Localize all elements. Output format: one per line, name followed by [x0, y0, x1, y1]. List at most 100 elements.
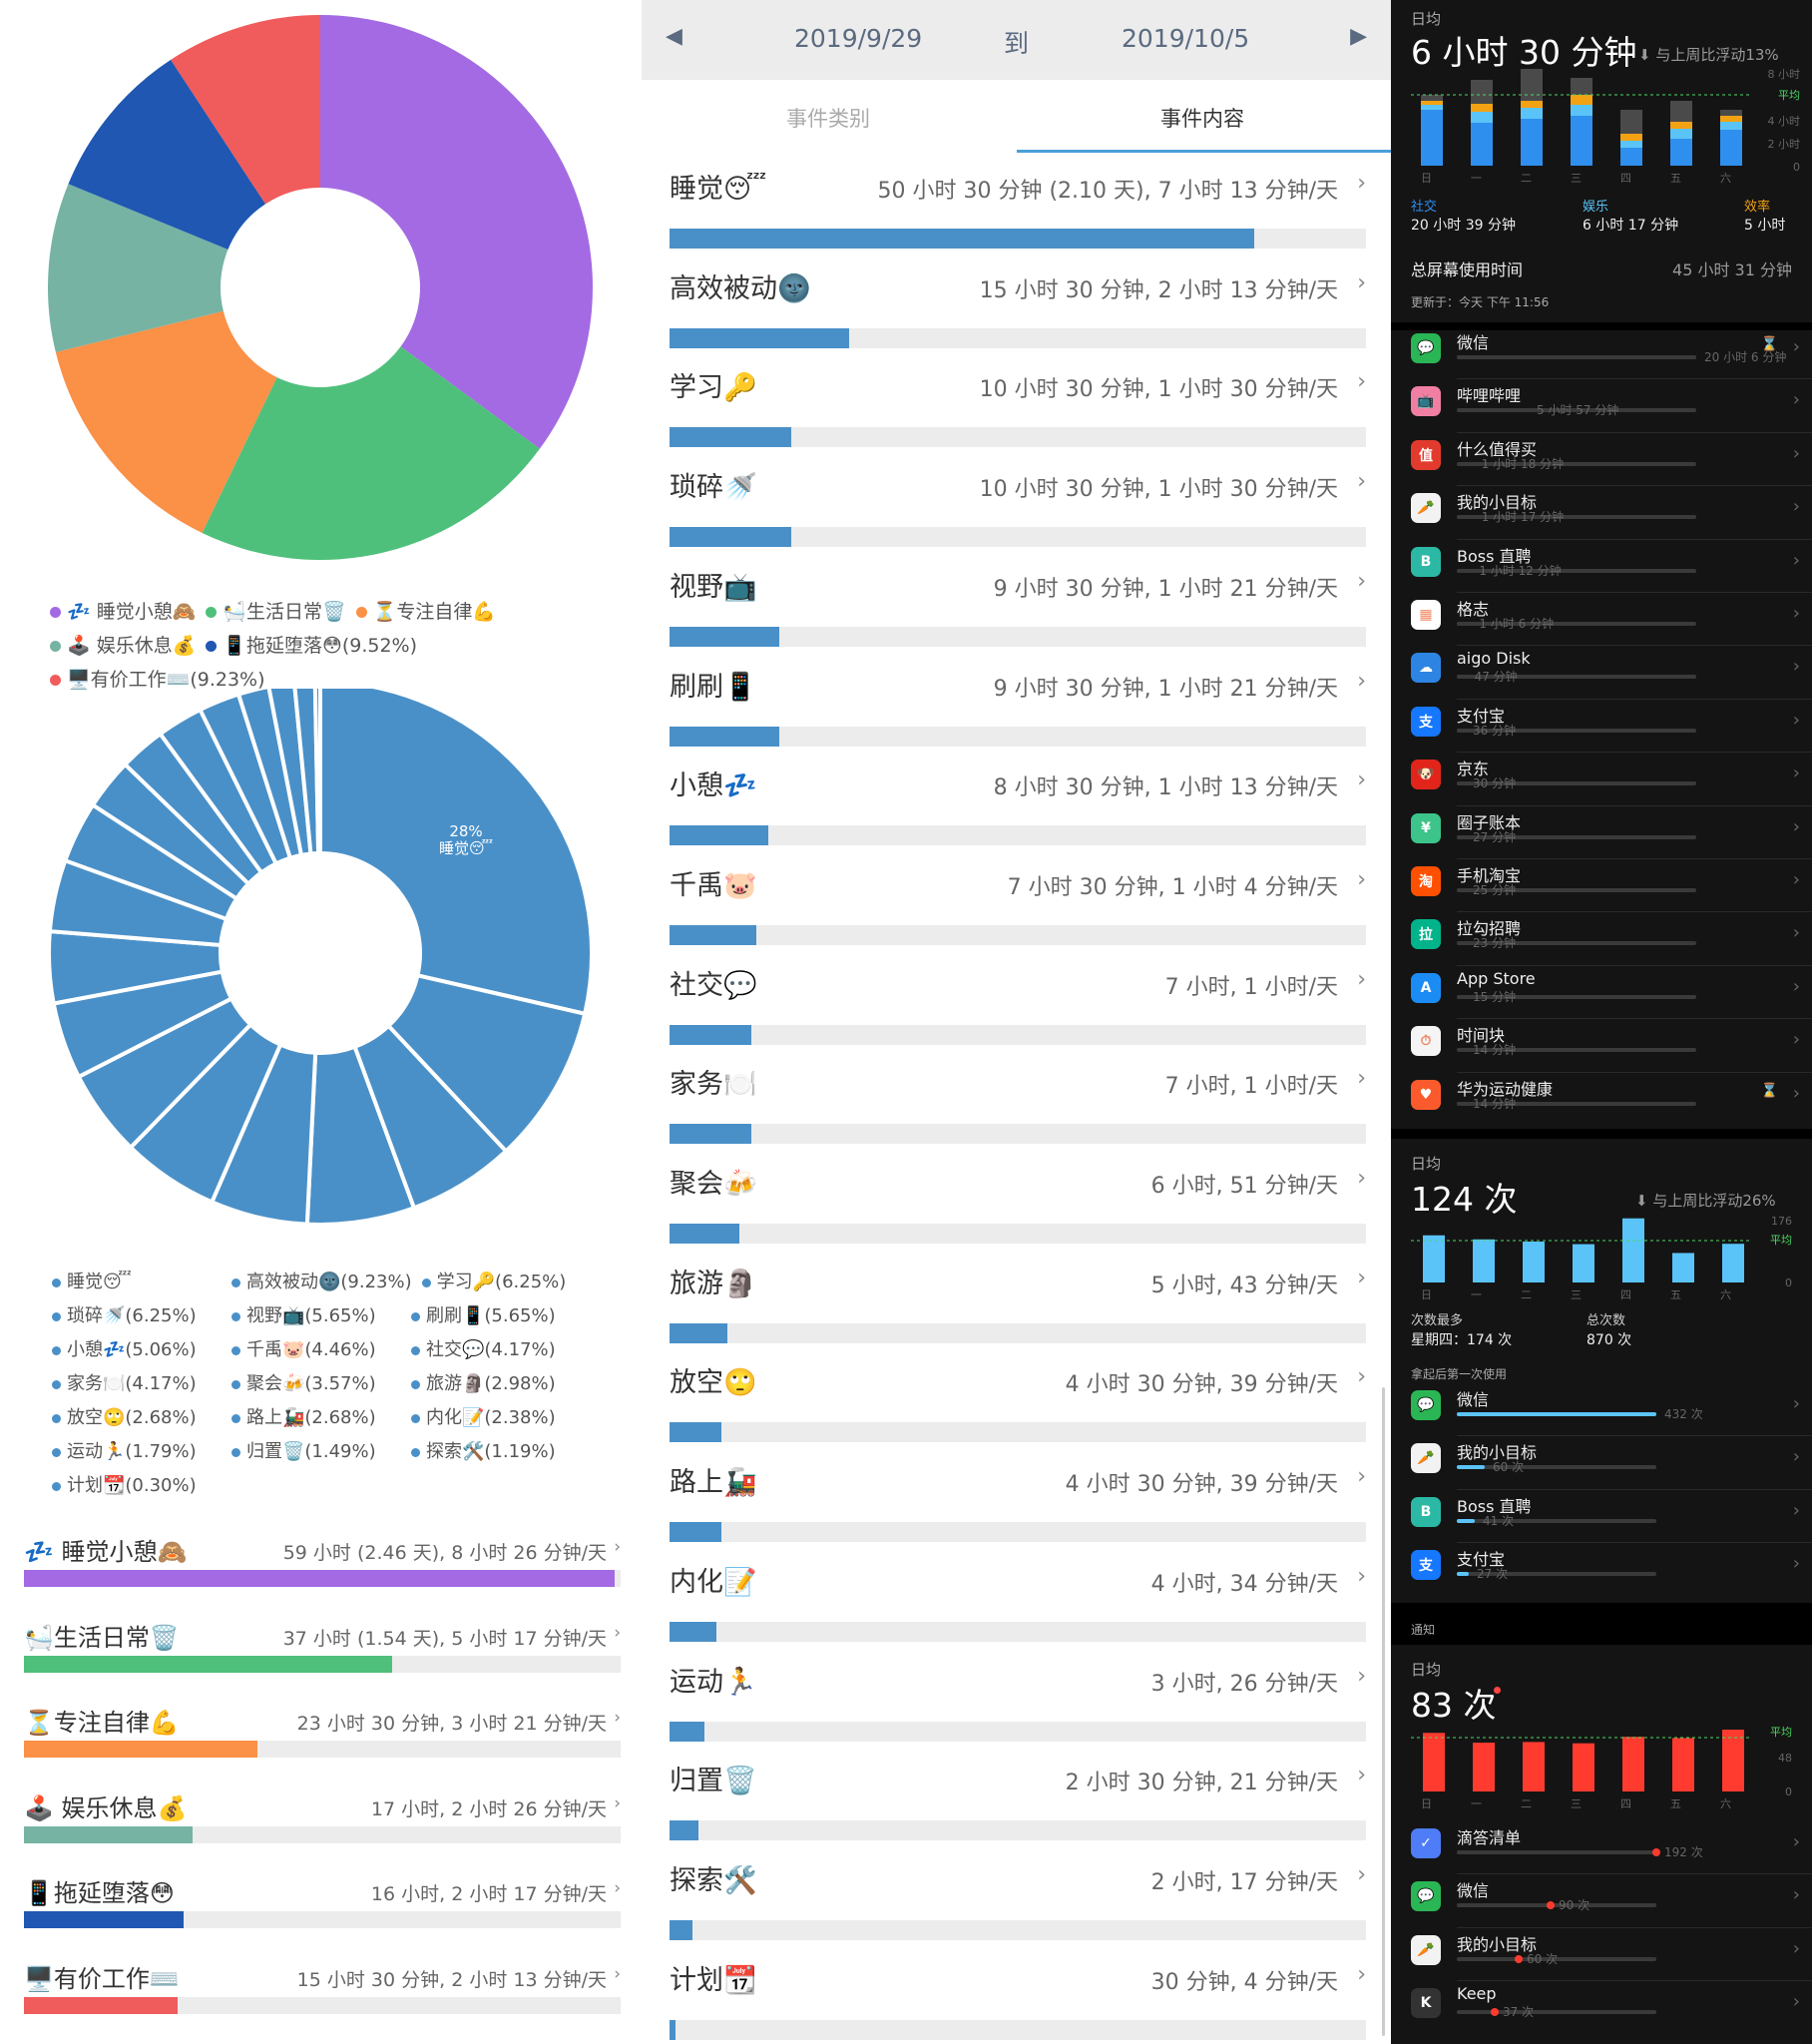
- legend-item[interactable]: 放空🙄(2.68%): [52, 1401, 222, 1435]
- day-label: 五: [1670, 1288, 1681, 1300]
- category-slice-5[interactable]: [171, 15, 320, 205]
- app-row[interactable]: 支支付宝 27 次 ›: [1391, 1543, 1812, 1596]
- event-row[interactable]: 千禹🐷 7 小时 30 分钟, 1 小时 4 分钟/天 ›: [670, 863, 1366, 963]
- legend-item[interactable]: 运动🏃(1.79%): [52, 1435, 222, 1469]
- event-row[interactable]: 睡觉😴 50 小时 30 分钟 (2.10 天), 7 小时 13 分钟/天 ›: [670, 167, 1366, 266]
- app-row[interactable]: K Keep 37 次 ›: [1391, 1981, 1812, 2034]
- app-row[interactable]: 支支付宝 36 分钟 ›: [1391, 700, 1812, 753]
- app-row[interactable]: 🐶 京东 30 分钟 ›: [1391, 753, 1812, 805]
- app-row[interactable]: 🥕 我的小目标 60 次 ›: [1391, 1928, 1812, 1981]
- legend-item[interactable]: 刷刷📱(5.65%): [411, 1299, 581, 1333]
- category-slice-4[interactable]: [68, 59, 266, 251]
- legend-item[interactable]: 视野📺(5.65%): [231, 1299, 401, 1333]
- legend-item[interactable]: 📱拖延堕落😳(9.52%): [206, 629, 417, 663]
- category-row[interactable]: 🖥️有价工作⌨️ 15 小时 30 分钟, 2 小时 13 分钟/天 ›: [24, 1955, 621, 2040]
- usage-bar-track: [1457, 408, 1696, 413]
- end-date[interactable]: 2019/10/5: [1122, 24, 1250, 53]
- app-row[interactable]: 值什么值得买 1 小时 18 分钟 ›: [1391, 433, 1812, 486]
- app-row[interactable]: B Boss 直聘 1 小时 12 分钟 ›: [1391, 540, 1812, 593]
- category-slice-1[interactable]: [202, 346, 540, 560]
- event-row[interactable]: 学习🔑 10 小时 30 分钟, 1 小时 30 分钟/天 ›: [670, 365, 1366, 465]
- event-row[interactable]: 旅游🗿 5 小时, 43 分钟/天 ›: [670, 1262, 1366, 1361]
- app-row[interactable]: 💬 微信 90 次 ›: [1391, 1874, 1812, 1927]
- event-slice-0[interactable]: [318, 689, 594, 1017]
- app-row[interactable]: ✓ 滴答清单 192 次 ›: [1391, 1821, 1812, 1874]
- event-row[interactable]: 社交💬 7 小时, 1 小时/天 ›: [670, 963, 1366, 1063]
- event-row[interactable]: 内化📝 4 小时, 34 分钟/天 ›: [670, 1560, 1366, 1660]
- app-row[interactable]: 💬 微信 20 小时 6 分钟 ⌛ ›: [1391, 326, 1812, 379]
- tab-event-content[interactable]: 事件内容: [1160, 107, 1244, 131]
- app-row[interactable]: B Boss 直聘 41 次 ›: [1391, 1490, 1812, 1543]
- category-slice-3[interactable]: [48, 184, 228, 352]
- divider: [1457, 485, 1812, 487]
- scrollbar[interactable]: [1382, 1387, 1385, 2036]
- next-week-button[interactable]: ▶: [1350, 24, 1367, 49]
- app-row[interactable]: ☁ aigo Disk 47 分钟 ›: [1391, 646, 1812, 699]
- legend-item[interactable]: 千禹🐷(4.46%): [231, 1333, 401, 1367]
- legend-item[interactable]: 归置🗑️(1.49%): [231, 1435, 401, 1469]
- app-row[interactable]: 💬 微信 432 次 ›: [1391, 1383, 1812, 1436]
- chevron-right-icon: ›: [1357, 1763, 1366, 1788]
- start-date[interactable]: 2019/9/29: [794, 24, 923, 53]
- app-row[interactable]: 🥕 我的小目标 60 次 ›: [1391, 1436, 1812, 1489]
- legend-item[interactable]: 计划📆(0.30%): [52, 1469, 222, 1503]
- legend-item[interactable]: 学习🔑(6.25%): [421, 1266, 592, 1299]
- event-bar-fill: [670, 924, 757, 945]
- legend-item[interactable]: ⏳专注自律💪: [355, 595, 496, 629]
- app-row[interactable]: 📺 哔哩哔哩 5 小时 57 分钟 ›: [1391, 379, 1812, 432]
- event-slice-18[interactable]: [312, 689, 322, 856]
- app-row[interactable]: ¥ 圈子账本 27 分钟 ›: [1391, 806, 1812, 859]
- event-row[interactable]: 小憩💤 8 小时 30 分钟, 1 小时 13 分钟/天 ›: [670, 764, 1366, 863]
- tab-event-category[interactable]: 事件类别: [786, 107, 870, 131]
- event-bar-track: [670, 1322, 1366, 1343]
- app-row[interactable]: 拉拉勾招聘 23 分钟 ›: [1391, 912, 1812, 965]
- event-value: 9 小时 30 分钟, 1 小时 21 分钟/天: [993, 676, 1338, 702]
- legend-item[interactable]: 🛀生活日常🗑️: [206, 595, 346, 629]
- legend-item[interactable]: 高效被动🌚(9.23%): [231, 1266, 412, 1299]
- event-row[interactable]: 归置🗑️ 2 小时 30 分钟, 21 分钟/天 ›: [670, 1759, 1366, 1858]
- event-row[interactable]: 探索🛠️ 2 小时, 17 分钟/天 ›: [670, 1858, 1366, 1958]
- event-bar-track: [670, 427, 1366, 448]
- legend-item[interactable]: 🖥️有价工作⌨️(9.23%): [50, 663, 265, 697]
- legend-item[interactable]: 琐碎🚿(6.25%): [52, 1299, 222, 1333]
- event-row[interactable]: 家务🍽️ 7 小时, 1 小时/天 ›: [670, 1062, 1366, 1162]
- legend-item[interactable]: 💤 睡觉小憩🙈: [50, 595, 196, 629]
- event-row[interactable]: 放空🙄 4 小时 30 分钟, 39 分钟/天 ›: [670, 1360, 1366, 1460]
- app-row[interactable]: ▦ 格志 1 小时 6 分钟 ›: [1391, 593, 1812, 646]
- app-row[interactable]: ⏱ 时间块 14 分钟 ›: [1391, 1019, 1812, 1072]
- category-bar-track: [24, 1655, 621, 1673]
- legend-item[interactable]: 🕹️ 娱乐休息💰: [50, 629, 196, 663]
- category-stats-panel: 💤 睡觉小憩🙈 🛀生活日常🗑️ ⏳专注自律💪 🕹️ 娱乐休息💰 📱拖延堕落😳(9.52%…: [0, 0, 642, 2044]
- app-row[interactable]: 🥕 我的小目标 1 小时 17 分钟 ›: [1391, 486, 1812, 539]
- legend-item[interactable]: 内化📝(2.38%): [411, 1401, 581, 1435]
- category-row[interactable]: 📱拖延堕落😳 16 小时, 2 小时 17 分钟/天 ›: [24, 1869, 621, 1954]
- legend-item[interactable]: 社交💬(4.17%): [411, 1333, 581, 1367]
- legend-item[interactable]: 路上🚂(2.68%): [231, 1401, 401, 1435]
- legend-item[interactable]: 睡觉😴: [52, 1266, 222, 1299]
- prev-week-button[interactable]: ◀: [666, 24, 682, 49]
- category-row[interactable]: 💤 睡觉小憩🙈 59 小时 (2.46 天), 8 小时 26 分钟/天 ›: [24, 1528, 621, 1613]
- legend-item[interactable]: 聚会🍻(3.57%): [231, 1367, 401, 1401]
- event-row[interactable]: 刷刷📱 9 小时 30 分钟, 1 小时 21 分钟/天 ›: [670, 665, 1366, 765]
- category-row[interactable]: 🛀生活日常🗑️ 37 小时 (1.54 天), 5 小时 17 分钟/天 ›: [24, 1614, 621, 1699]
- category-slice-2[interactable]: [55, 310, 277, 533]
- legend-item[interactable]: 探索🛠️(1.19%): [411, 1435, 581, 1469]
- day-label: 五: [1670, 172, 1681, 185]
- event-row[interactable]: 高效被动🌚 15 小时 30 分钟, 2 小时 13 分钟/天 ›: [670, 266, 1366, 366]
- app-row[interactable]: ♥ 华为运动健康 14 分钟 ⌛ ›: [1391, 1073, 1812, 1126]
- event-row[interactable]: 琐碎🚿 10 小时 30 分钟, 1 小时 30 分钟/天 ›: [670, 465, 1366, 565]
- category-row[interactable]: 🕹️ 娱乐休息💰 17 小时, 2 小时 26 分钟/天 ›: [24, 1785, 621, 1869]
- legend-item[interactable]: 旅游🗿(2.98%): [411, 1367, 581, 1401]
- app-row[interactable]: 淘手机淘宝 25 分钟 ›: [1391, 859, 1812, 912]
- event-row[interactable]: 路上🚂 4 小时 30 分钟, 39 分钟/天 ›: [670, 1460, 1366, 1560]
- legend-item[interactable]: 家务🍽️(4.17%): [52, 1367, 222, 1401]
- event-row[interactable]: 计划📆 30 分钟, 4 分钟/天 ›: [670, 1958, 1366, 2044]
- event-row[interactable]: 运动🏃 3 小时, 26 分钟/天 ›: [670, 1660, 1366, 1760]
- event-row[interactable]: 视野📺 9 小时 30 分钟, 1 小时 21 分钟/天 ›: [670, 565, 1366, 665]
- notifications-average: 83 次: [1411, 1686, 1497, 1725]
- category-row[interactable]: ⏳专注自律💪 23 小时 30 分钟, 3 小时 21 分钟/天 ›: [24, 1699, 621, 1784]
- legend-item[interactable]: 小憩💤(5.06%): [52, 1333, 222, 1367]
- app-row[interactable]: A App Store 15 分钟 ›: [1391, 966, 1812, 1019]
- category-slice-0[interactable]: [320, 15, 593, 449]
- event-row[interactable]: 聚会🍻 6 小时, 51 分钟/天 ›: [670, 1162, 1366, 1262]
